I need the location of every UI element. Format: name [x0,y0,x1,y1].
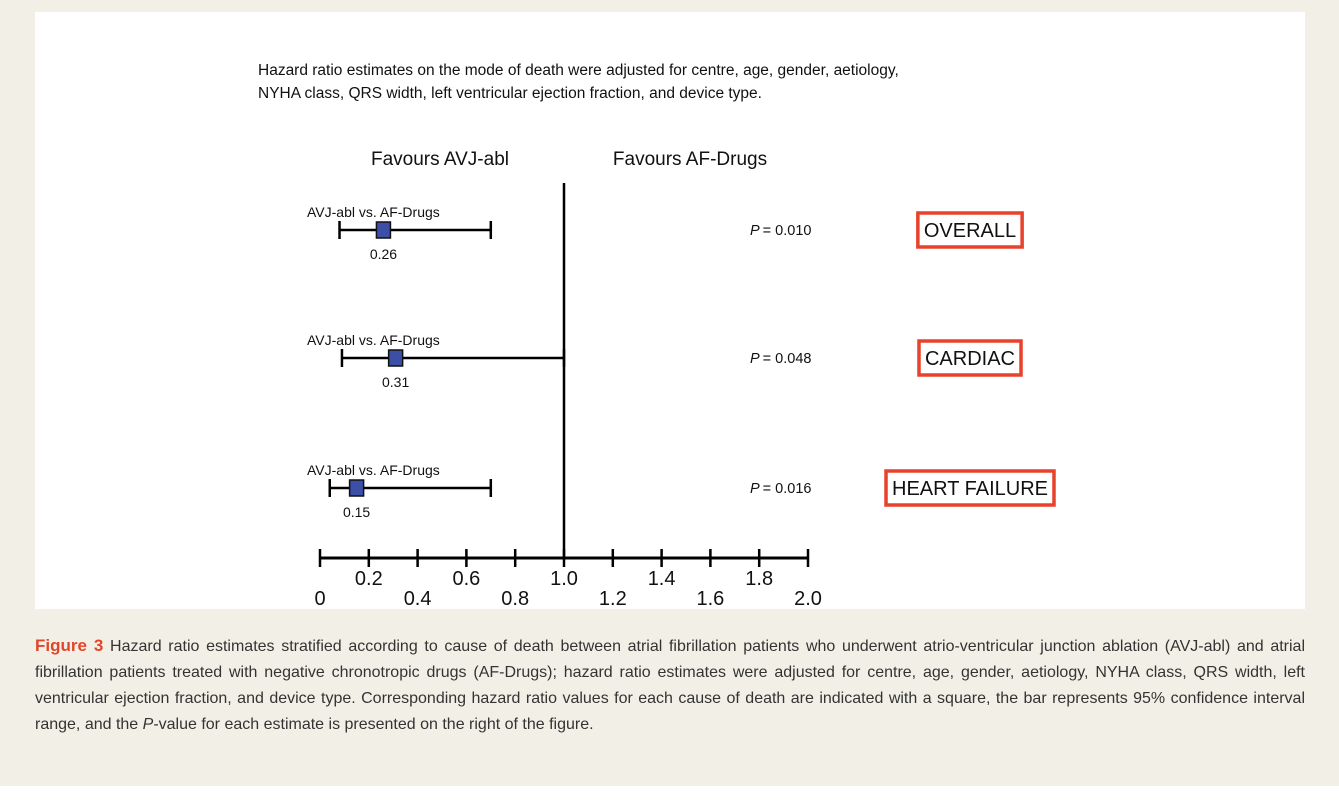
note-line: Hazard ratio estimates on the mode of de… [258,62,899,79]
p-number: = 0.048 [763,351,812,367]
group-box [917,339,1023,377]
estimate-square [348,479,365,497]
x-tick-label: 1.4 [648,568,676,590]
x-tick-label: 1.6 [696,588,724,609]
row-label: AVJ-abl vs. AF-Drugs [307,204,440,220]
estimate-label: 0.26 [370,246,397,262]
caption: Figure 3 Hazard ratio estimates stratifi… [35,633,1305,738]
p-number: = 0.010 [763,223,812,239]
estimate-label: 0.31 [382,374,409,390]
estimate-label: 0.15 [343,504,370,520]
group-label: HEART FAILURE [892,478,1048,500]
row-label: AVJ-abl vs. AF-Drugs [307,332,440,348]
group-label: OVERALL [924,220,1016,242]
p-value: P = 0.010 [750,223,811,239]
x-tick-label: 0.4 [404,588,432,609]
x-tick-label: 0.2 [355,568,383,590]
p-symbol: P [750,481,760,497]
favours-right: Favours AF-Drugs [613,149,767,170]
caption-label: Figure 3 [35,636,104,655]
x-tick-label: 1.0 [550,568,578,590]
caption-text: Hazard ratio estimates stratified accord… [35,638,1306,733]
group-box [884,469,1056,507]
favours-left: Favours AVJ-abl [371,149,509,170]
x-tick-label: 0 [314,588,325,609]
figure-area: Hazard ratio estimates on the mode of de… [35,12,1305,610]
p-symbol: P [750,351,760,367]
x-tick-label: 0.6 [452,568,480,590]
x-tick-label: 1.2 [599,588,627,609]
row-label: AVJ-abl vs. AF-Drugs [307,462,440,478]
p-number: = 0.016 [763,481,812,497]
x-tick-label: 0.8 [501,588,529,609]
p-value: P = 0.016 [750,481,811,497]
p-symbol: P [750,223,760,239]
x-tick-label: 1.8 [745,568,773,590]
note-line: NYHA class, QRS width, left ventricular … [258,85,762,102]
group-label: CARDIAC [925,348,1015,370]
chart: Hazard ratio estimates on the mode of de… [258,62,1056,610]
caption-italic: P [142,716,154,733]
group-box [916,211,1024,249]
p-value: P = 0.048 [750,351,811,367]
estimate-square [387,349,404,367]
caption-text-end: -value for each estimate is presented on… [153,716,594,733]
x-tick-label: 2.0 [794,588,822,609]
estimate-square [375,221,392,239]
